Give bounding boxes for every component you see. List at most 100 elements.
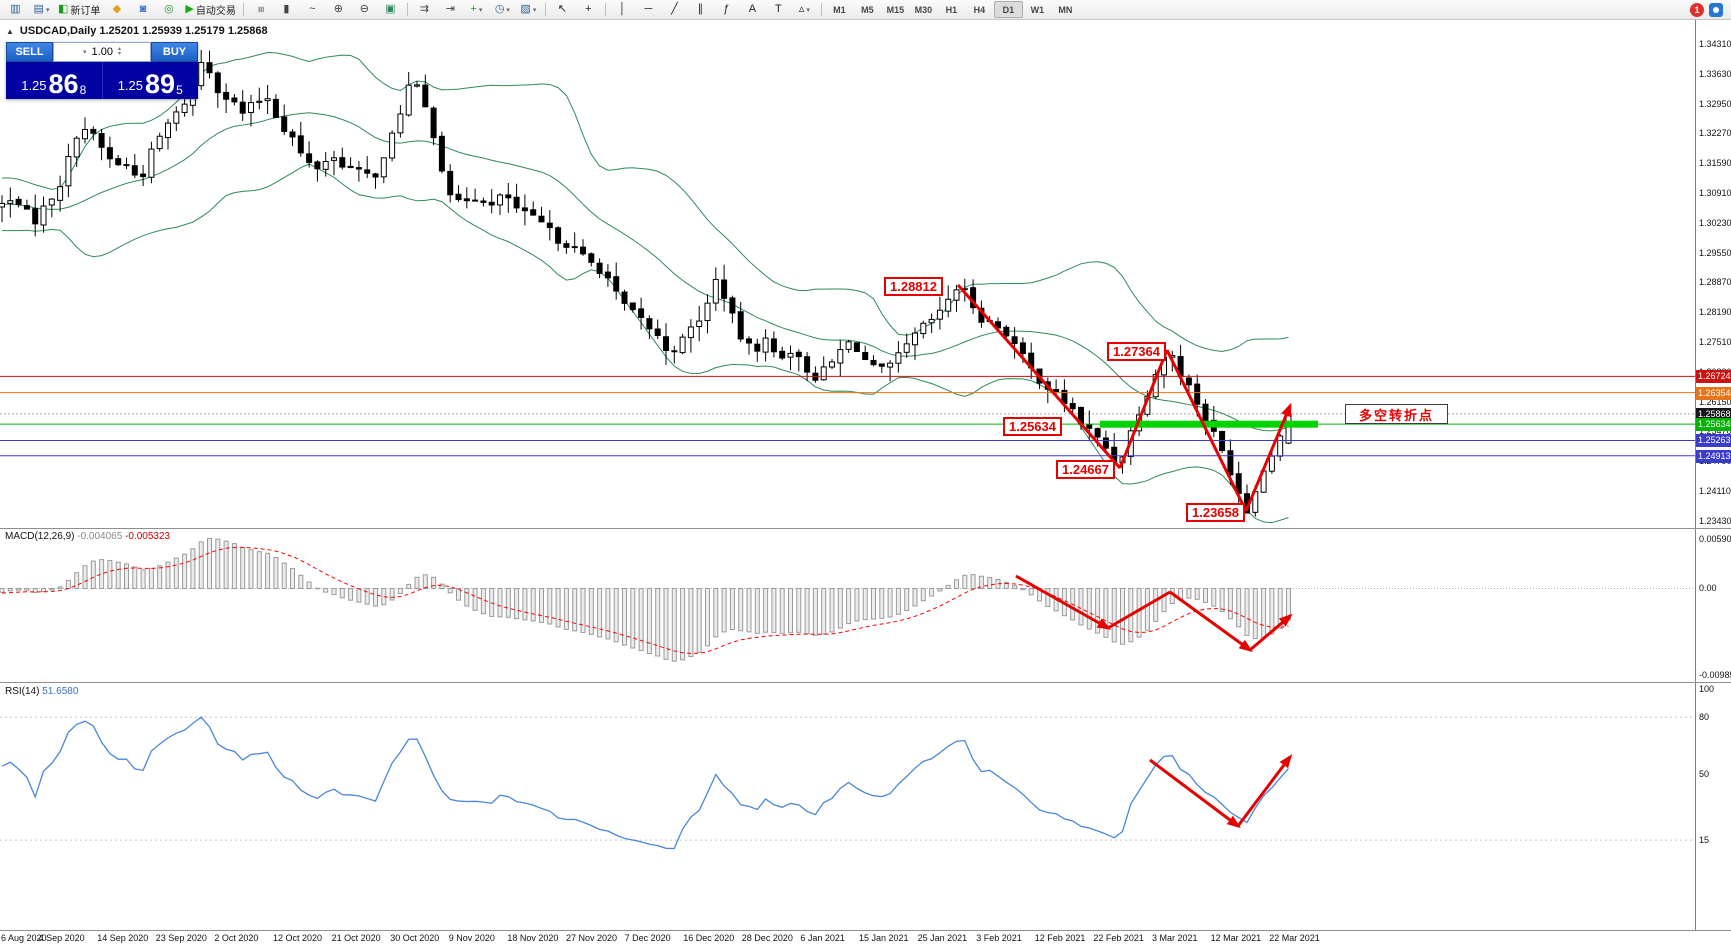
chart-shift-button[interactable]: ⇥ xyxy=(438,1,463,18)
timeframe-d1-button[interactable]: D1 xyxy=(993,1,1023,18)
volume-input[interactable]: ▾ 1.00 ▴ ▾ xyxy=(53,42,151,62)
rsi-panel-canvas xyxy=(0,716,1695,850)
time-axis-label: 2 Oct 2020 xyxy=(214,933,259,943)
sell-price[interactable]: 1.25 86 8 xyxy=(6,62,103,99)
new-order-label: 新订单 xyxy=(70,6,101,17)
panel-splitter[interactable] xyxy=(0,528,1731,529)
trendline-button[interactable]: ╱ xyxy=(662,1,687,18)
axis-label: 1.25470 xyxy=(1699,426,1731,437)
axis-label: 1.24110 xyxy=(1699,485,1731,496)
axis-label: 50 xyxy=(1699,769,1710,779)
timeframe-mn-button[interactable]: MN xyxy=(1058,4,1073,15)
periods-button[interactable]: ◷ ▾ xyxy=(490,1,515,18)
equidistant-channel-icon: ∥ xyxy=(697,3,704,15)
new-order-icon: ◧ xyxy=(58,3,69,15)
horizontal-line-icon: ─ xyxy=(644,3,653,15)
text-label-icon: T xyxy=(775,3,782,15)
time-axis-label: 6 Aug 2020 xyxy=(1,933,47,943)
price-chart-canvas xyxy=(0,49,1695,524)
zoom-out-button[interactable]: ⊖ xyxy=(352,1,377,18)
zoom-out-icon: ⊖ xyxy=(359,3,369,15)
buy-button[interactable]: BUY xyxy=(151,42,198,62)
text-label-button[interactable]: T xyxy=(766,1,791,18)
spin-up-icon[interactable]: ▴ xyxy=(117,46,121,52)
indicators-button[interactable]: + ▾ xyxy=(464,1,489,18)
timeframe-m1-button[interactable]: M1 xyxy=(833,4,846,15)
time-axis-label: 22 Mar 2021 xyxy=(1269,933,1320,943)
macd-main-value: -0.004065 xyxy=(77,531,123,542)
zoom-in-button[interactable]: ⊕ xyxy=(326,1,351,18)
axis-label: 1.30910 xyxy=(1699,187,1731,198)
panel-collapse-icon[interactable]: ▲ xyxy=(6,26,14,36)
text-button[interactable]: A xyxy=(740,1,765,18)
time-axis-label: 28 Dec 2020 xyxy=(741,933,793,943)
axis-label: 1.28870 xyxy=(1699,277,1731,288)
rsi-indicator-label: RSI(14) 51.6580 xyxy=(5,686,78,697)
buy-price-prefix: 1.25 xyxy=(117,78,144,93)
new-chart-button[interactable]: ▥ xyxy=(3,1,28,18)
shapes-button[interactable]: ▵ ▾ xyxy=(792,1,817,18)
new-order-button[interactable]: ◧ 新订单 xyxy=(55,1,103,18)
timeframe-m30-button[interactable]: M30 xyxy=(914,4,933,15)
volume-spinner[interactable]: ▴ ▾ xyxy=(117,46,121,57)
note-label[interactable]: 多空转折点 xyxy=(1345,404,1448,424)
timeframe-h1-button[interactable]: H1 xyxy=(945,4,958,15)
price-axis[interactable]: 1.34310 1.33630 1.32950 1.32270 1.31590 1.309… xyxy=(1695,20,1731,931)
chart-shift-icon: ⇥ xyxy=(445,3,455,15)
time-axis-label: 12 Oct 2020 xyxy=(273,933,323,943)
spin-down-icon[interactable]: ▾ xyxy=(117,51,121,57)
time-axis[interactable]: 6 Aug 2020 4 Sep 2020 14 Sep 2020 23 Sep 20… xyxy=(0,931,1731,947)
cursor-button[interactable]: ↖ xyxy=(550,1,575,18)
timeframe-h4-button[interactable]: H4 xyxy=(973,4,986,15)
chart-candles-button[interactable]: ▮ xyxy=(274,1,299,18)
equidistant-channel-button[interactable]: ∥ xyxy=(688,1,713,18)
toolbar-separator xyxy=(406,3,408,16)
macd-name: MACD(12,26,9) xyxy=(5,531,75,542)
macd-signal-value: -0.005323 xyxy=(125,531,171,542)
fibonacci-button[interactable]: ƒ xyxy=(714,1,739,18)
dropdown-caret-icon: ▾ xyxy=(45,6,50,14)
chart-bars-button[interactable]: ≡ xyxy=(248,1,273,18)
notification-badge[interactable]: 1 xyxy=(1690,2,1704,17)
shapes-icon: ▵ xyxy=(798,3,805,15)
time-axis-label: 16 Dec 2020 xyxy=(683,933,735,943)
dropdown-caret-icon: ▾ xyxy=(478,6,483,14)
sell-button[interactable]: SELL xyxy=(6,42,53,62)
auto-scroll-button[interactable]: ⇉ xyxy=(412,1,437,18)
timeframe-m15-button[interactable]: M15 xyxy=(886,4,905,15)
chart-line-button[interactable]: ~ xyxy=(300,1,325,18)
autotrading-button[interactable]: ▶ 自动交易 xyxy=(182,1,238,18)
strategy-tester-button[interactable]: ◎ xyxy=(156,1,181,18)
vertical-line-button[interactable]: │ xyxy=(610,1,635,18)
toolbar-separator xyxy=(544,3,546,16)
metaeditor-icon: ◆ xyxy=(112,3,122,15)
periods-icon: ◷ xyxy=(494,3,505,15)
buy-price[interactable]: 1.25 89 5 xyxy=(103,62,199,99)
time-axis-label: 18 Nov 2020 xyxy=(507,933,559,943)
auto-scroll-icon: ⇉ xyxy=(419,3,429,15)
profiles-button[interactable]: ▤ ▾ xyxy=(29,1,54,18)
axis-label: 0.005908 xyxy=(1699,534,1731,544)
tile-windows-button[interactable]: ▣ xyxy=(378,1,403,18)
price-marker-label: 1.25868 xyxy=(1696,407,1731,421)
price-marker-label: 1.24913 xyxy=(1696,449,1731,463)
text-icon: A xyxy=(748,3,757,15)
timeframe-m5-button[interactable]: M5 xyxy=(861,4,874,15)
time-axis-label: 22 Feb 2021 xyxy=(1093,933,1144,943)
market-button[interactable]: ◙ xyxy=(130,1,155,18)
axis-label: 1.23430 xyxy=(1699,515,1731,526)
community-icon[interactable] xyxy=(1709,2,1723,17)
crosshair-icon: + xyxy=(585,3,592,15)
volume-dropdown-icon[interactable]: ▾ xyxy=(83,49,87,56)
toolbar-separator xyxy=(242,3,244,16)
templates-button[interactable]: ▧ ▾ xyxy=(516,1,541,18)
crosshair-button[interactable]: + xyxy=(576,1,601,18)
metaeditor-button[interactable]: ◆ xyxy=(104,1,129,18)
horizontal-line-button[interactable]: ─ xyxy=(636,1,661,18)
symbol-ohlc-text: USDCAD,Daily 1.25201 1.25939 1.25179 1.2… xyxy=(19,25,268,37)
time-axis-label: 21 Oct 2020 xyxy=(331,933,381,943)
axis-label: 15 xyxy=(1699,835,1710,845)
panel-splitter[interactable] xyxy=(0,682,1731,683)
price-marker-label: 1.25263 xyxy=(1696,434,1731,448)
timeframe-w1-button[interactable]: W1 xyxy=(1030,4,1045,15)
